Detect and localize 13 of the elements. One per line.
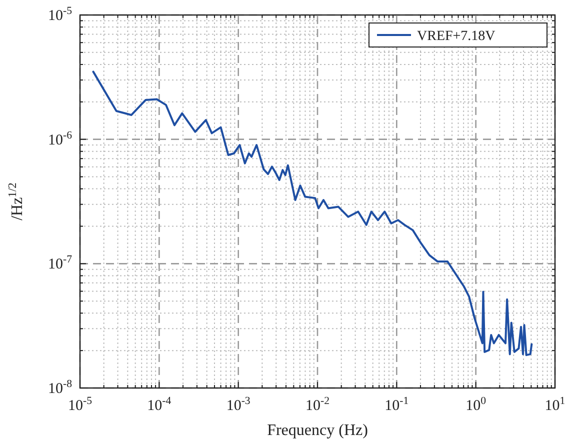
y-tick-label: 10$^{-7}$	[48, 254, 73, 273]
x-axis-title: Frequency (Hz)	[267, 422, 368, 439]
y-tick-label: 10$^{-6}$	[48, 129, 73, 148]
y-tick-label: 10$^{-8}$	[48, 378, 72, 397]
x-tick-label: 10$^{1}$	[544, 395, 566, 414]
x-tick-label: 10$^{-1}$	[384, 395, 409, 414]
legend-label: VREF+7.18V	[417, 29, 496, 44]
x-tick-label: 10$^{-3}$	[226, 395, 250, 414]
x-tick-label: 10$^{-5}$	[68, 395, 92, 414]
y-tick-label: 10$^{-5}$	[48, 5, 72, 24]
x-tick-label: 10$^{0}$	[466, 395, 486, 414]
x-tick-label: 10$^{-4}$	[147, 395, 172, 414]
x-tick-label: 10$^{-2}$	[306, 395, 330, 414]
